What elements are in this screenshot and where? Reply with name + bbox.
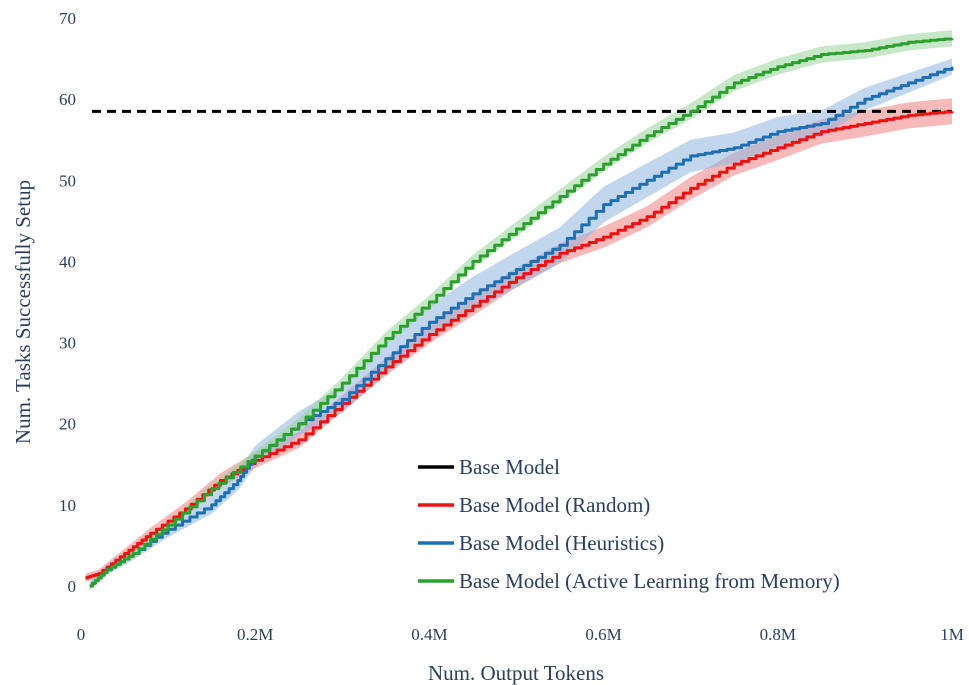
y-tick-label: 60 <box>59 90 76 109</box>
legend-label: Base Model (Active Learning from Memory) <box>459 569 840 593</box>
x-tick-label: 0.6M <box>585 625 621 644</box>
y-tick-label: 70 <box>59 9 76 28</box>
legend-item-base-model-heuristics: Base Model (Heuristics) <box>418 531 664 555</box>
y-axis-ticks: 0 10 20 30 40 50 60 70 <box>59 9 76 596</box>
series-line-base-model-heuristics <box>89 66 954 588</box>
y-axis-title: Num. Tasks Successfully Setup <box>11 180 35 444</box>
series-line-base-model-active-learning-from-memory <box>89 37 954 588</box>
legend: Base Model Base Model (Random) Base Model … <box>418 455 840 593</box>
y-tick-label: 20 <box>59 415 76 434</box>
legend-label: Base Model (Heuristics) <box>459 531 664 555</box>
y-tick-label: 50 <box>59 171 76 190</box>
legend-label: Base Model <box>459 455 560 479</box>
series-lines <box>85 37 954 588</box>
legend-label: Base Model (Random) <box>459 493 650 517</box>
x-tick-label: 1M <box>940 625 964 644</box>
x-tick-label: 0.4M <box>411 625 447 644</box>
x-tick-label: 0.2M <box>237 625 273 644</box>
y-tick-label: 40 <box>59 252 76 271</box>
y-tick-label: 0 <box>68 577 77 596</box>
legend-item-base-model-active-learning-from-memory: Base Model (Active Learning from Memory) <box>418 569 840 593</box>
legend-item-base-model-random: Base Model (Random) <box>418 493 650 517</box>
x-axis-title: Num. Output Tokens <box>428 661 604 685</box>
y-tick-label: 10 <box>59 496 76 515</box>
x-tick-label: 0 <box>77 625 86 644</box>
x-tick-label: 0.8M <box>760 625 796 644</box>
y-tick-label: 30 <box>59 334 76 353</box>
legend-item-base-model: Base Model <box>418 455 560 479</box>
x-axis-ticks: 0 0.2M 0.4M 0.6M 0.8M 1M <box>77 625 964 644</box>
series-line-base-model-random <box>85 110 954 580</box>
